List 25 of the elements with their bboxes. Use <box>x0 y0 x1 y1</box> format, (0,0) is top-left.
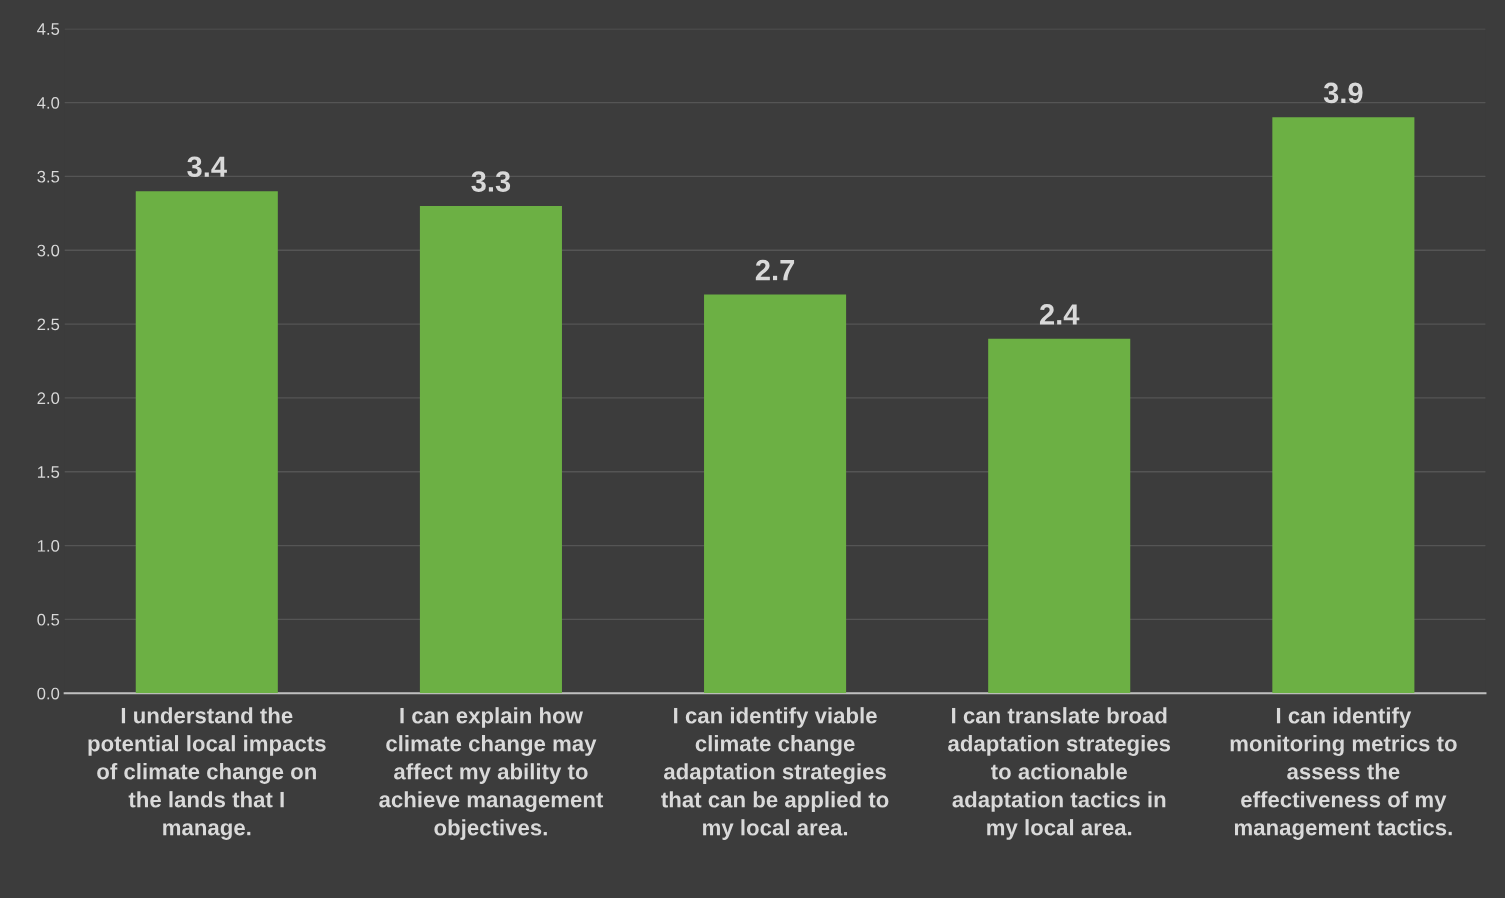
y-tick-label: 1.5 <box>37 466 60 478</box>
data-label: 3.3 <box>471 171 511 192</box>
y-tick-label: 4.5 <box>37 23 60 35</box>
data-label: 2.7 <box>755 259 795 281</box>
x-tick-label: I can identify monitoring metrics to assess the effectiveness of my management tactics. <box>1230 707 1457 840</box>
y-tick-label: 0.0 <box>37 687 60 700</box>
y-tick-label: 2.5 <box>37 318 60 331</box>
y-tick-label: 4.0 <box>37 96 60 109</box>
bar <box>704 294 847 694</box>
bar <box>1272 117 1415 694</box>
x-tick-label: I can translate broad adaptation strategies to actionable adaptation tactics in my local area. <box>948 707 1171 840</box>
y-tick-label: 2.0 <box>37 392 60 405</box>
y-tick-label: 0.5 <box>37 613 60 626</box>
bar <box>135 191 278 694</box>
data-label: 3.9 <box>1323 82 1363 104</box>
y-tick-label: 3.5 <box>37 170 60 183</box>
x-tick-label: I understand the potential local impacts of climate change on the lands that I manage. <box>88 707 326 840</box>
y-tick-label: 3.0 <box>37 244 60 257</box>
bar <box>988 338 1131 694</box>
data-label: 2.4 <box>1039 304 1080 325</box>
bar <box>419 205 562 694</box>
y-tick-label: 1.0 <box>37 539 60 552</box>
data-label: 3.4 <box>187 156 227 178</box>
x-tick-label: I can explain how climate change may affect my ability to achieve management objectives. <box>379 707 604 840</box>
x-tick-label: I can identify viable climate change adaptation strategies that can be applied to my local area. <box>661 707 889 840</box>
